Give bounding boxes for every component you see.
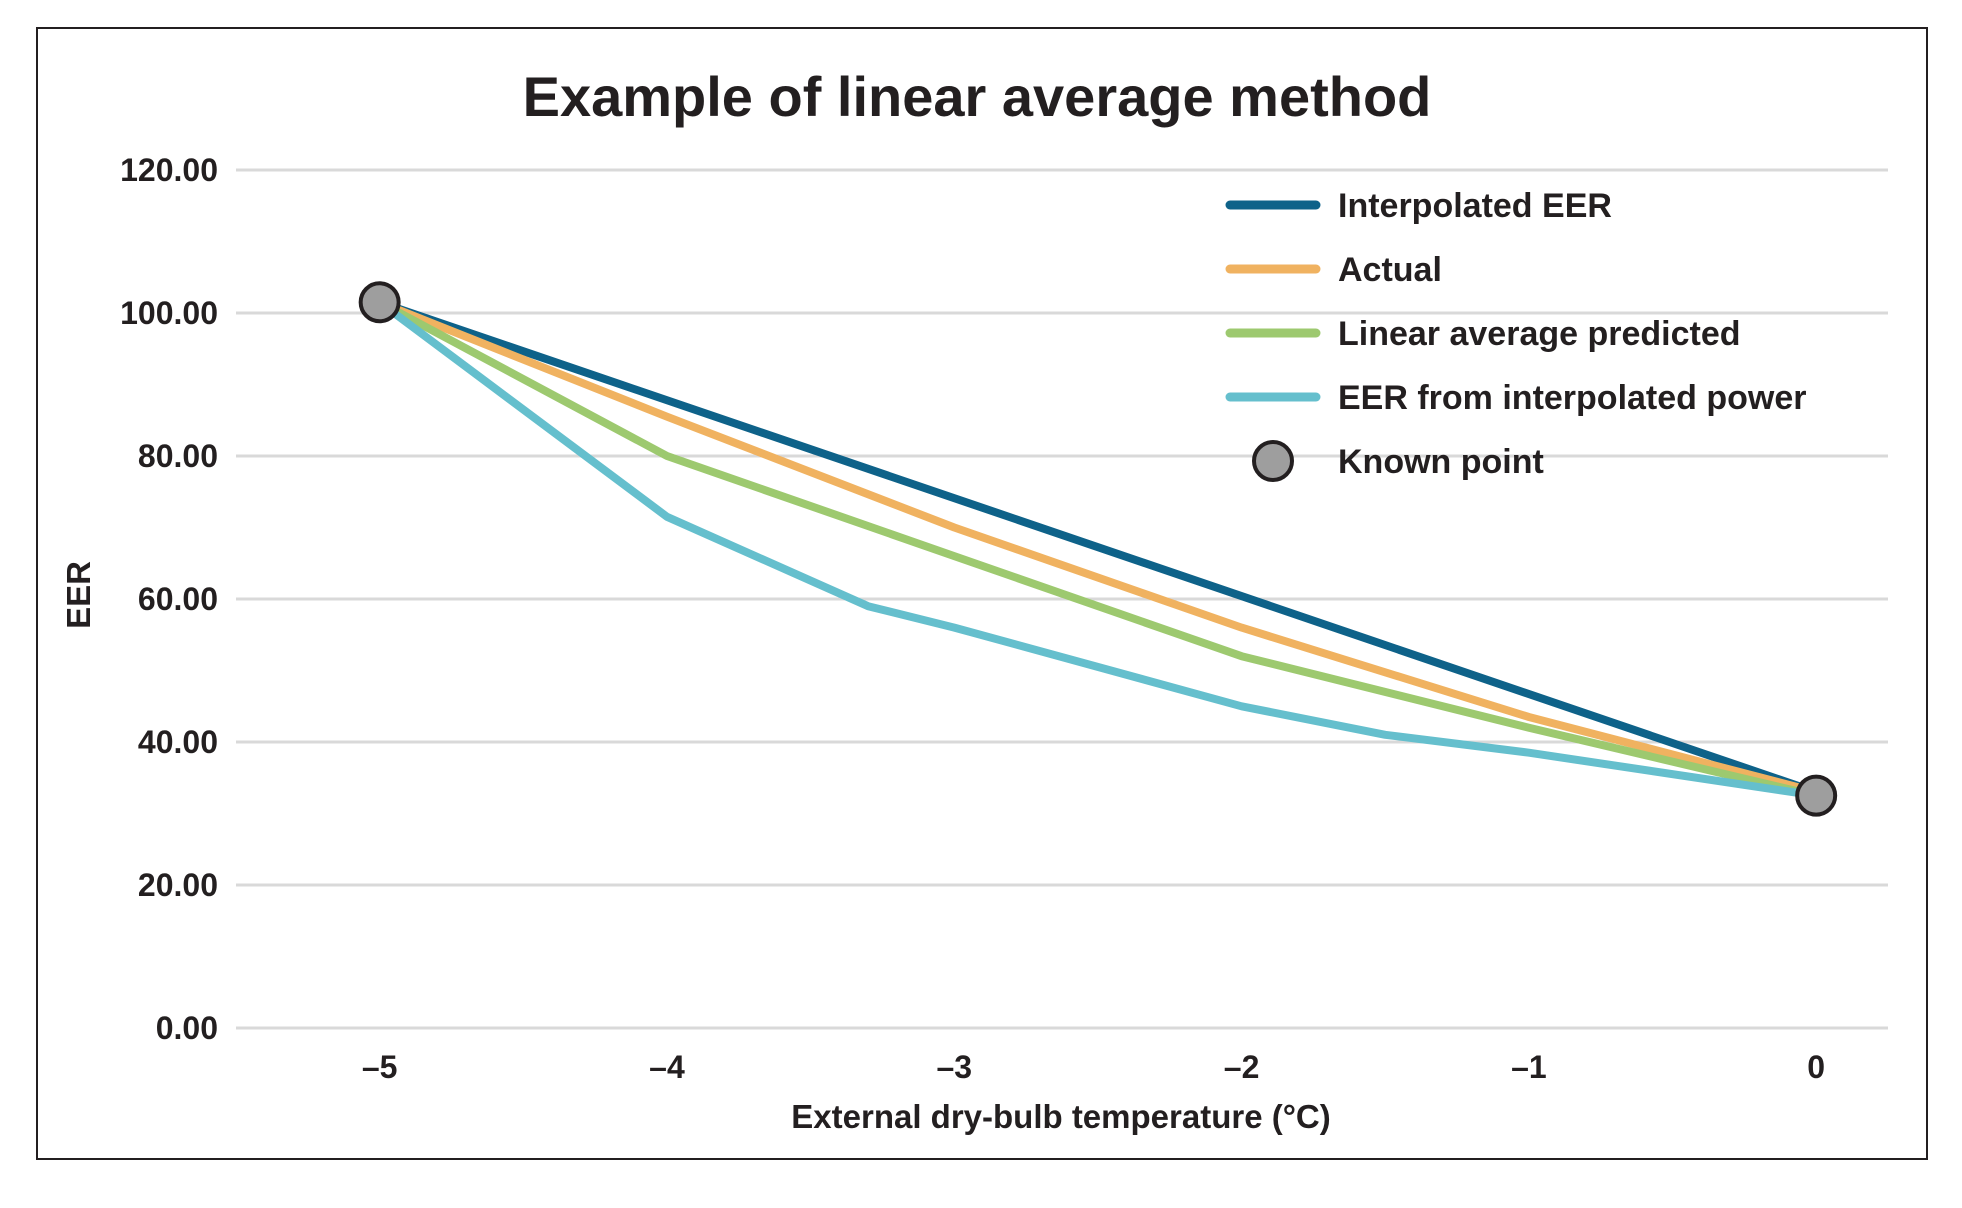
- x-tick-label: –3: [936, 1049, 972, 1085]
- y-tick-label: 0.00: [156, 1010, 218, 1046]
- series-line-eer-from-interpolated-power: [375, 298, 1821, 800]
- series-line-interpolated-eer: [375, 298, 1821, 796]
- y-tick-label: 80.00: [138, 438, 218, 474]
- x-tick-label: –5: [362, 1049, 398, 1085]
- series-line-actual: [375, 298, 1821, 796]
- legend-label: Actual: [1338, 251, 1442, 289]
- chart-frame: [36, 27, 1928, 1160]
- x-tick-label: 0: [1807, 1049, 1825, 1085]
- x-axis-label: External dry-bulb temperature (°C): [791, 1098, 1330, 1135]
- legend-label: Linear average predicted: [1338, 315, 1741, 353]
- series-lines: [375, 298, 1821, 800]
- x-tick-labels: –5 –4 –3 –2 –1 0: [362, 1049, 1825, 1085]
- y-tick-labels: 0.00 20.00 40.00 60.00 80.00 100.00 120.00: [120, 152, 218, 1046]
- known-point-markers: [358, 281, 1838, 817]
- legend-label: Interpolated EER: [1338, 187, 1612, 225]
- y-tick-label: 120.00: [120, 152, 218, 188]
- x-tick-label: –1: [1511, 1049, 1547, 1085]
- legend-label: Known point: [1338, 443, 1544, 481]
- y-tick-label: 20.00: [138, 867, 218, 903]
- x-tick-label: –4: [649, 1049, 685, 1085]
- legend-label: EER from interpolated power: [1338, 379, 1807, 417]
- y-tick-label: 100.00: [120, 295, 218, 331]
- series-line-linear-average-predicted: [375, 298, 1821, 800]
- legend-swatch-known-point: [1252, 440, 1294, 482]
- gridlines: [236, 168, 1888, 1030]
- known-point-marker: [1795, 774, 1838, 817]
- y-axis-label: EER: [60, 561, 97, 629]
- chart-title: Example of linear average method: [523, 65, 1432, 128]
- y-tick-label: 60.00: [138, 581, 218, 617]
- known-point-marker: [358, 281, 401, 324]
- x-tick-label: –2: [1224, 1049, 1260, 1085]
- legend: Interpolated EER Actual Linear average pre…: [1225, 187, 1807, 482]
- y-tick-label: 40.00: [138, 724, 218, 760]
